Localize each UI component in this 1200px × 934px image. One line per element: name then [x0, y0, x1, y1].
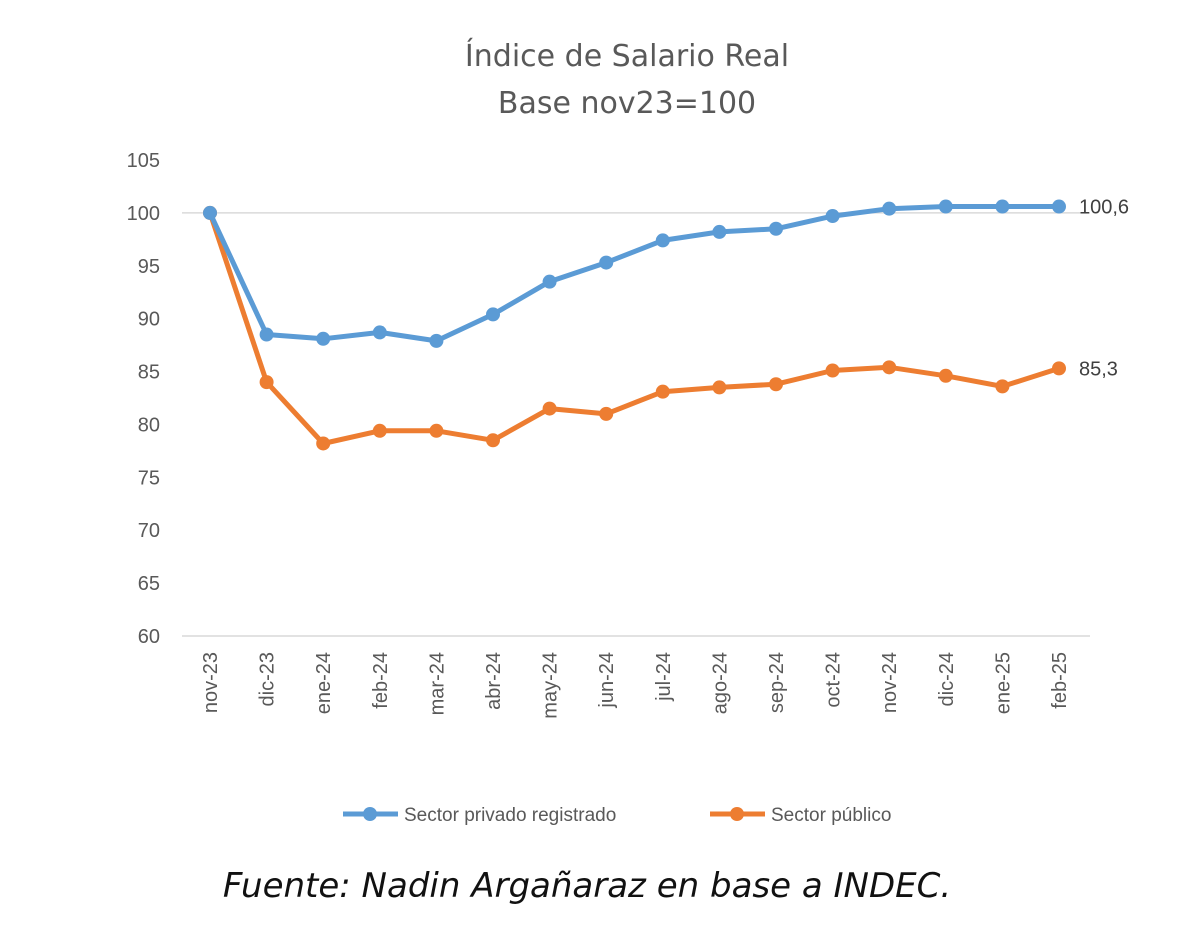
y-tick-label: 80: [138, 414, 160, 436]
y-axis: 60 65 70 75 80 85 90 95 100 105: [127, 150, 160, 648]
series-1-point: [599, 406, 614, 421]
series-1-point: [938, 368, 953, 383]
y-tick-label: 105: [127, 150, 160, 172]
x-tick-label: jun-24: [596, 652, 618, 709]
x-tick-label: oct-24: [823, 652, 845, 708]
series-0-point: [486, 307, 500, 322]
x-tick-label: may-24: [540, 652, 562, 719]
legend-item-publico: Sector público: [710, 805, 891, 826]
series-0-point: [1052, 199, 1066, 214]
x-tick-label: nov-23: [200, 652, 222, 713]
series-0-point: [203, 205, 217, 220]
series-layer: [203, 199, 1066, 451]
series-line-1: [207, 210, 1062, 446]
x-tick-label: feb-25: [1049, 652, 1071, 709]
series-line-0: [207, 204, 1062, 344]
series-1-point: [259, 375, 274, 390]
y-tick-label: 70: [138, 520, 160, 542]
series-1-point: [316, 436, 331, 451]
series-0-point: [316, 331, 331, 346]
series-1-point: [882, 360, 897, 375]
y-tick-label: 90: [138, 309, 160, 331]
legend-label-publico: Sector público: [771, 805, 891, 826]
legend-item-privado: Sector privado registrado: [343, 805, 616, 826]
y-tick-label: 65: [138, 573, 160, 595]
series-1-point: [542, 401, 557, 416]
series-0-point: [429, 333, 444, 348]
series-1-point: [1052, 361, 1066, 376]
series-1-point: [429, 423, 444, 438]
legend: Sector privado registrado Sector público: [343, 805, 891, 826]
x-tick-label: ene-25: [992, 652, 1014, 714]
x-tick-label: nov-24: [879, 652, 901, 713]
series-0-point: [655, 233, 670, 248]
x-tick-label: ene-24: [313, 652, 335, 714]
series-0-point: [542, 274, 557, 289]
series-1-point: [825, 363, 840, 378]
source-note: Fuente: Nadin Argañaraz en base a INDEC.: [223, 866, 951, 906]
series-1-point: [486, 433, 500, 448]
x-axis: nov-23 dic-23 ene-24 feb-24 mar-24 abr-24 may-…: [200, 652, 1071, 719]
y-tick-label: 75: [138, 467, 160, 489]
x-tick-label: abr-24: [483, 652, 505, 710]
series-0-point: [599, 255, 614, 270]
series-1-point: [372, 423, 387, 438]
series-1-point: [769, 377, 783, 392]
legend-marker-publico: [730, 807, 744, 821]
y-tick-label: 85: [138, 362, 160, 384]
series-1-point: [995, 379, 1010, 394]
series-0: [203, 199, 1066, 348]
x-tick-label: jul-24: [653, 652, 675, 702]
series-0-point: [712, 224, 727, 239]
series-0-point: [769, 221, 783, 236]
series-1: [203, 205, 1066, 451]
legend-label-privado: Sector privado registrado: [404, 805, 616, 826]
series-0-point: [938, 199, 953, 214]
series-0-point: [995, 199, 1010, 214]
x-tick-label: mar-24: [426, 652, 448, 715]
series-1-point: [655, 384, 670, 399]
x-tick-label: dic-24: [936, 652, 958, 706]
x-tick-label: feb-24: [370, 652, 392, 709]
end-label-1: 85,3: [1079, 358, 1118, 380]
end-labels: 100,6 85,3: [1079, 197, 1129, 381]
x-tick-label: ago-24: [709, 652, 731, 714]
chart-subtitle: Base nov23=100: [498, 86, 756, 121]
x-tick-label: dic-23: [257, 652, 279, 706]
x-tick-label: sep-24: [766, 652, 788, 713]
series-0-point: [259, 327, 274, 342]
y-tick-label: 100: [127, 203, 160, 225]
series-0-point: [372, 325, 387, 340]
series-0-point: [825, 209, 840, 224]
series-1-point: [712, 380, 727, 395]
y-tick-label: 95: [138, 256, 160, 278]
y-tick-label: 60: [138, 626, 160, 648]
series-0-point: [882, 201, 897, 216]
chart-title: Índice de Salario Real: [465, 38, 789, 74]
legend-marker-privado: [363, 807, 377, 821]
end-label-0: 100,6: [1079, 197, 1129, 219]
